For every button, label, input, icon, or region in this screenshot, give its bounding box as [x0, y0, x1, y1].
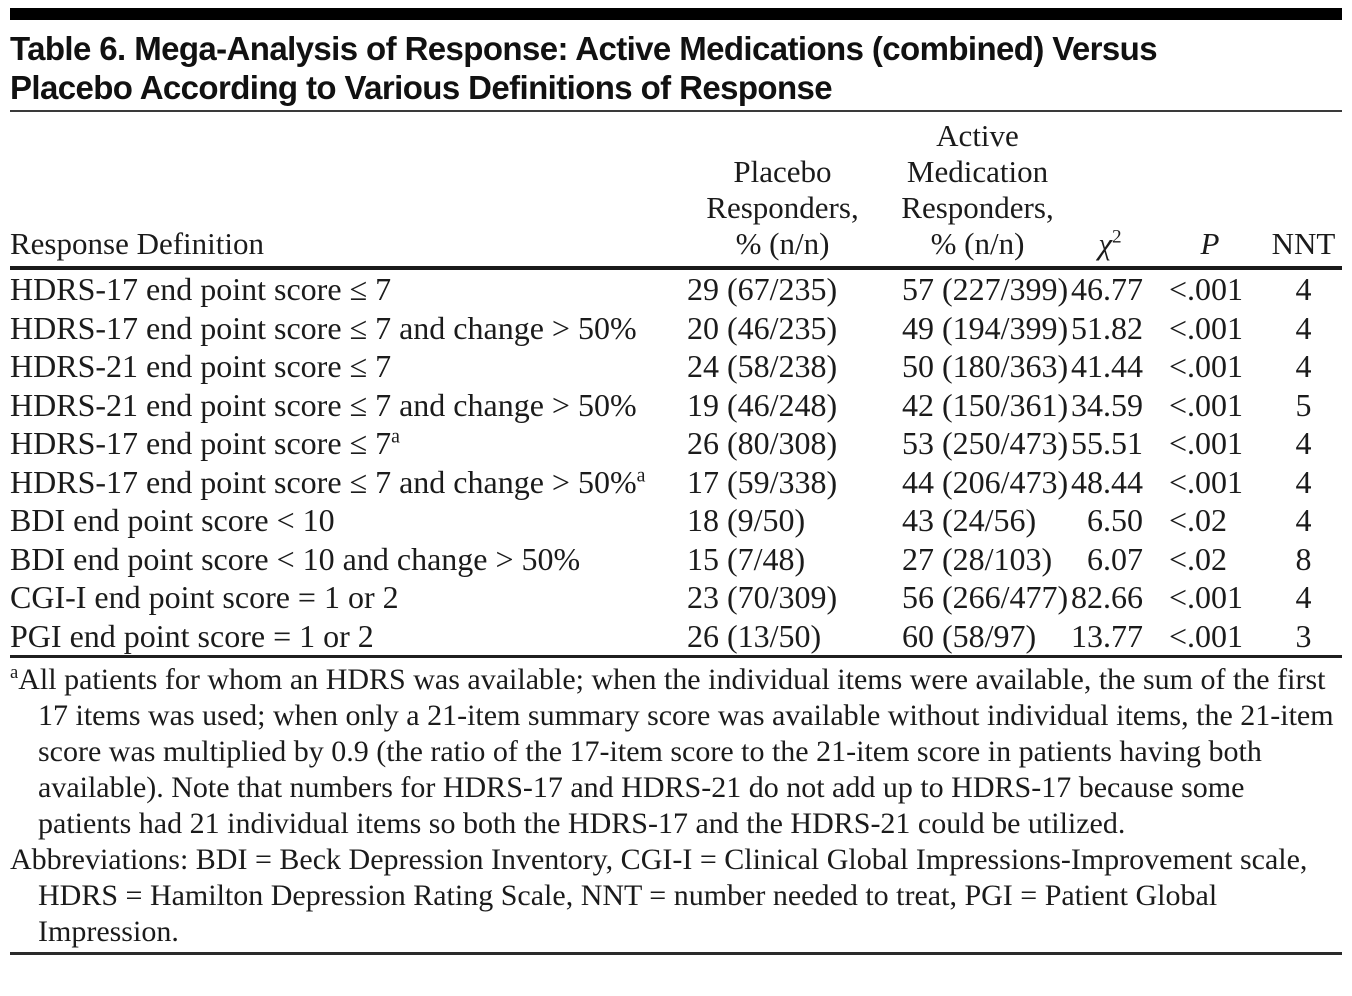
active-medication-responders-cell: 27 (28/103): [902, 540, 1053, 577]
column-header-nnt: NNT: [1271, 226, 1336, 261]
active-medication-responders-cell: 60 (58/97): [902, 617, 1037, 654]
p-value-cell: <.02: [1169, 502, 1228, 538]
placebo-responders-cell: 17 (59/338): [687, 463, 838, 500]
header-divider-rule: [10, 266, 1342, 270]
table-row: CGI-I end point score = 1 or 2 23 (70/309…: [10, 578, 1342, 617]
table-row: HDRS-17 end point score ≤ 7 29 (67/235) 57…: [10, 270, 1342, 309]
p-value-cell: <.001: [1169, 463, 1244, 500]
footnote-marker: a: [391, 425, 400, 448]
chi-square-cell: 46.77: [1071, 271, 1143, 307]
table-row: HDRS-17 end point score ≤ 7a 26 (80/308) 5…: [10, 424, 1342, 463]
table-row: HDRS-17 end point score ≤ 7 and change >…: [10, 463, 1342, 502]
placebo-responders-cell: 18 (9/50): [687, 502, 806, 538]
active-medication-responders-cell: 42 (150/361): [902, 386, 1069, 423]
chi-square-cell: 13.77: [1071, 617, 1143, 654]
footnote-a-marker: a: [10, 662, 19, 683]
table-row: HDRS-17 end point score ≤ 7 and change >…: [10, 309, 1342, 348]
footnote-abbreviations: Abbreviations: BDI = Beck Depression Inv…: [10, 843, 1308, 948]
nnt-cell: 4: [1295, 348, 1312, 384]
response-definition-cell: CGI-I end point score = 1 or 2: [10, 579, 399, 615]
column-header-response-definition: Response Definition: [10, 226, 264, 261]
table-header-row: Response Definition Placebo Responders, …: [10, 112, 1342, 266]
nnt-cell: 4: [1295, 425, 1312, 461]
active-medication-responders-cell: 53 (250/473): [902, 425, 1069, 461]
nnt-cell: 4: [1295, 463, 1312, 500]
response-definition-cell: HDRS-17 end point score ≤ 7: [10, 271, 392, 307]
chi-square-cell: 82.66: [1071, 579, 1143, 615]
placebo-responders-cell: 24 (58/238): [687, 348, 838, 384]
placebo-responders-cell: 23 (70/309): [687, 579, 838, 615]
title-divider-rule: [10, 110, 1342, 112]
column-header-p-value: P: [1200, 226, 1220, 261]
active-medication-responders-cell: 44 (206/473): [902, 463, 1069, 500]
p-value-cell: <.001: [1169, 386, 1244, 423]
table-row: HDRS-21 end point score ≤ 7 and change >…: [10, 386, 1342, 425]
table-row: PGI end point score = 1 or 2 26 (13/50) 60…: [10, 617, 1342, 656]
article-table-figure: Table 6. Mega-Analysis of Response: Acti…: [0, 8, 1352, 955]
footnote-a: aAll patients for whom an HDRS was avail…: [10, 662, 1342, 842]
p-value-cell: <.001: [1169, 617, 1244, 654]
response-definition-cell: HDRS-17 end point score ≤ 7a: [10, 425, 400, 461]
response-definition-cell: HDRS-17 end point score ≤ 7 and change >…: [10, 309, 637, 346]
table-title-line-1: Table 6. Mega-Analysis of Response: Acti…: [10, 30, 1158, 67]
p-value-cell: <.001: [1169, 579, 1244, 615]
placebo-responders-cell: 19 (46/248): [687, 386, 838, 423]
nnt-cell: 5: [1295, 386, 1312, 423]
nnt-cell: 4: [1295, 309, 1312, 346]
column-header-active-medication-responders: Active Medication Responders, % (n/n): [901, 118, 1054, 261]
footnote-marker: a: [636, 463, 646, 486]
response-definition-cell: HDRS-21 end point score ≤ 7 and change >…: [10, 386, 637, 423]
table-body: HDRS-17 end point score ≤ 7 29 (67/235) 57…: [10, 270, 1342, 655]
bottom-rule: [10, 952, 1342, 955]
active-medication-responders-cell: 56 (266/477): [902, 579, 1069, 615]
nnt-cell: 4: [1295, 502, 1312, 538]
response-definition-cell: HDRS-21 end point score ≤ 7: [10, 348, 392, 384]
placebo-responders-cell: 26 (80/308): [687, 425, 838, 461]
placebo-responders-cell: 15 (7/48): [687, 540, 806, 577]
top-rule-bar: [10, 8, 1342, 20]
column-header-chi-square: χ2: [1065, 226, 1155, 262]
chi-square-cell: 41.44: [1071, 348, 1143, 384]
table-title-line-2: Placebo According to Various Definitions…: [10, 69, 833, 106]
chi-square-cell: 51.82: [1071, 309, 1143, 346]
chi-square-cell: 6.50: [1087, 502, 1143, 538]
p-value-cell: <.001: [1169, 348, 1244, 384]
response-definition-cell: PGI end point score = 1 or 2: [10, 617, 374, 654]
table-row: HDRS-21 end point score ≤ 7 24 (58/238) 50…: [10, 347, 1342, 386]
nnt-cell: 4: [1295, 271, 1312, 307]
p-value-cell: <.02: [1169, 540, 1228, 577]
table-row: BDI end point score < 10 and change > 50…: [10, 540, 1342, 579]
chi-square-cell: 34.59: [1071, 386, 1143, 423]
footnote-a-text: All patients for whom an HDRS was availa…: [18, 663, 1334, 840]
placebo-responders-cell: 29 (67/235): [687, 271, 838, 307]
nnt-cell: 8: [1295, 540, 1312, 577]
chi-square-exponent: 2: [1112, 226, 1122, 248]
active-medication-responders-cell: 43 (24/56): [902, 502, 1037, 538]
placebo-responders-cell: 26 (13/50): [687, 617, 822, 654]
active-medication-responders-cell: 49 (194/399): [902, 309, 1069, 346]
placebo-responders-cell: 20 (46/235): [687, 309, 838, 346]
chi-square-cell: 55.51: [1071, 425, 1143, 461]
chi-symbol: χ: [1098, 226, 1113, 261]
active-medication-responders-cell: 50 (180/363): [902, 348, 1069, 384]
response-definition-cell: BDI end point score < 10 and change > 50…: [10, 540, 581, 577]
p-value-cell: <.001: [1169, 271, 1244, 307]
chi-square-cell: 48.44: [1071, 463, 1143, 500]
response-definition-cell: BDI end point score < 10: [10, 502, 335, 538]
table-row: BDI end point score < 10 18 (9/50) 43 (24/…: [10, 501, 1342, 540]
table-title: Table 6. Mega-Analysis of Response: Acti…: [10, 29, 1342, 107]
nnt-cell: 3: [1295, 617, 1312, 654]
chi-square-cell: 6.07: [1087, 540, 1143, 577]
response-definition-cell: HDRS-17 end point score ≤ 7 and change >…: [10, 463, 646, 500]
table-footnotes: aAll patients for whom an HDRS was avail…: [10, 662, 1342, 950]
body-divider-rule: [10, 655, 1342, 658]
column-header-placebo-responders: Placebo Responders, % (n/n): [706, 154, 859, 261]
nnt-cell: 4: [1295, 579, 1312, 615]
p-value-cell: <.001: [1169, 425, 1244, 461]
p-value-cell: <.001: [1169, 309, 1244, 346]
active-medication-responders-cell: 57 (227/399): [902, 271, 1069, 307]
